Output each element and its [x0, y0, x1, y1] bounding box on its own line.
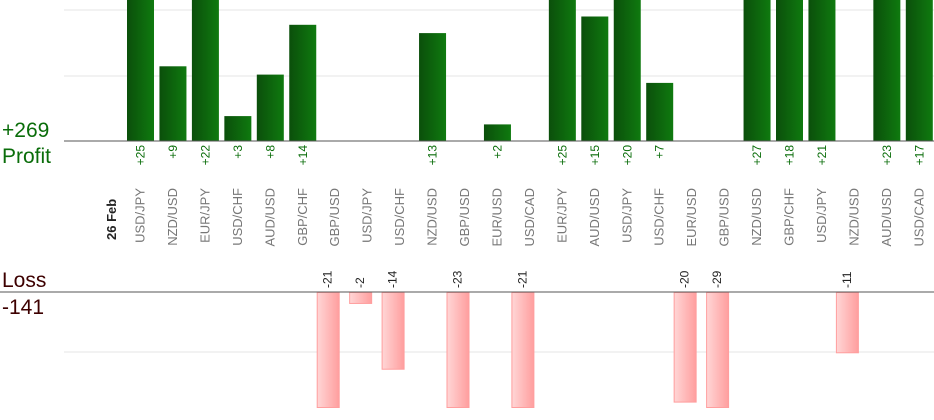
profit-value-label: +21 [815, 145, 829, 166]
category-label: NZD/USD [749, 188, 764, 246]
category-label: EUR/JPY [554, 188, 569, 243]
loss-value-label: -21 [515, 270, 529, 288]
profit-bar [159, 66, 187, 141]
profit-bar [127, 0, 154, 141]
profit-value-label: +2 [490, 145, 504, 159]
profit-bar [256, 74, 284, 141]
loss-value-label: -21 [321, 270, 335, 288]
profit-value-label: +3 [231, 145, 245, 159]
category-label: USD/CAD [911, 188, 926, 247]
loss-bar [673, 292, 697, 403]
profit-total: +269 [2, 119, 50, 142]
profit-bar [483, 124, 511, 141]
category-label: USD/CHF [652, 188, 667, 246]
profit-value-label: +27 [750, 145, 764, 166]
category-label: GBP/CHF [782, 188, 797, 246]
profit-value-label: +25 [555, 145, 569, 166]
category-label: USD/CHF [392, 188, 407, 246]
profit-value-label: +15 [588, 145, 602, 166]
profit-bar [808, 0, 836, 141]
loss-value-label: -11 [840, 271, 854, 288]
profit-value-label: +9 [166, 145, 180, 159]
profit-value-label: +22 [198, 145, 212, 166]
category-label: AUD/USD [879, 188, 894, 247]
profit-value-label: +14 [296, 145, 310, 166]
profit-value-label: +18 [783, 145, 797, 166]
date-label: 26 Feb [104, 199, 119, 240]
profit-bar [646, 82, 674, 141]
loss-value-label: -14 [386, 270, 400, 288]
category-label: NZD/USD [846, 188, 861, 246]
category-label: EUR/USD [489, 188, 504, 247]
loss-value-label: -29 [710, 270, 724, 288]
profit-bar [776, 0, 803, 141]
loss-value-label: -20 [678, 270, 692, 288]
profit-bar [548, 0, 576, 141]
loss-bar [706, 292, 730, 408]
category-label: EUR/JPY [197, 188, 212, 243]
category-label: AUD/USD [262, 188, 277, 247]
category-label: GBP/USD [327, 188, 342, 247]
profit-value-label: +20 [620, 145, 634, 166]
profit-value-label: +25 [134, 145, 148, 166]
profit-value-label: +8 [263, 145, 277, 159]
loss-bar [316, 292, 340, 408]
category-label: GBP/USD [457, 188, 472, 247]
category-label: USD/JPY [360, 188, 375, 243]
category-label: GBP/CHF [295, 188, 310, 246]
category-label: USD/JPY [133, 188, 148, 243]
category-label: NZD/USD [425, 188, 440, 246]
category-label: EUR/USD [684, 188, 699, 247]
category-label: USD/JPY [619, 188, 634, 243]
loss-bar [511, 292, 535, 408]
profit-bar [613, 0, 641, 141]
category-label: USD/JPY [814, 188, 829, 243]
loss-value-label: -23 [451, 270, 465, 288]
profit-bar [873, 0, 901, 141]
loss-value-label: -2 [353, 277, 367, 288]
category-label: AUD/USD [587, 188, 602, 247]
profit-bar [419, 33, 447, 141]
loss-total: -141 [2, 296, 45, 319]
category-label: USD/CHF [230, 188, 245, 246]
profit-bar [191, 0, 219, 141]
profit-bar [743, 0, 771, 141]
profit-value-label: +23 [880, 145, 894, 166]
profit-bar [905, 0, 933, 142]
profit-value-label: +7 [653, 145, 667, 159]
profit-bar [224, 116, 252, 141]
profit-bar [581, 16, 609, 141]
loss-bar [835, 292, 859, 354]
profit-label: Profit [2, 145, 52, 168]
loss-label: Loss [2, 269, 47, 292]
loss-bar [381, 292, 405, 370]
loss-bar [446, 292, 470, 408]
category-label: GBP/USD [717, 188, 732, 247]
category-label: NZD/USD [165, 188, 180, 246]
profit-value-label: +13 [426, 145, 440, 166]
category-label: USD/CAD [522, 188, 537, 247]
loss-bar [349, 292, 373, 304]
profit-bar [289, 24, 317, 141]
profit-value-label: +17 [912, 145, 926, 166]
